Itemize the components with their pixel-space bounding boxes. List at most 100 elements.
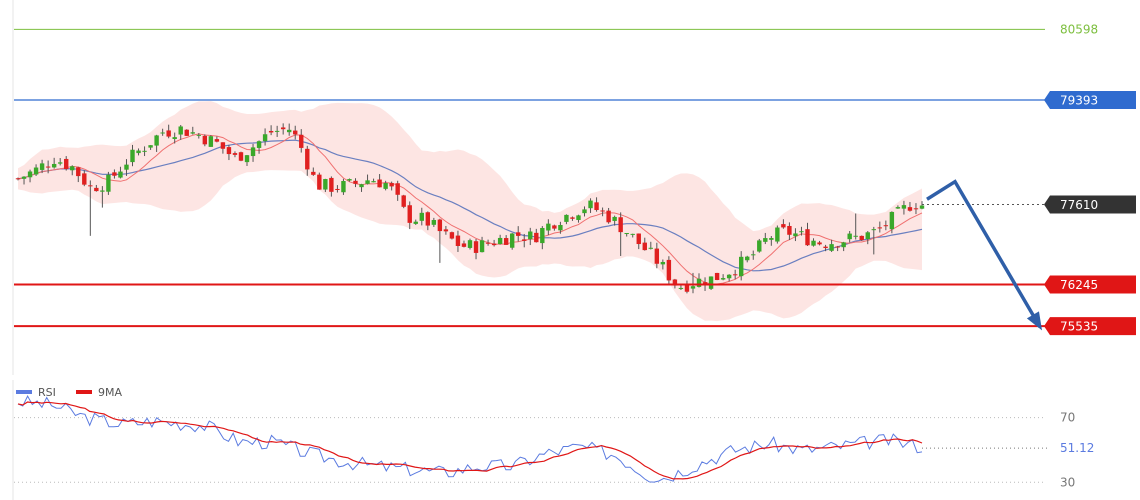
candle-body (624, 233, 629, 235)
candle (268, 125, 274, 136)
candle (383, 180, 388, 191)
candle-body (660, 261, 666, 265)
candle (919, 201, 925, 210)
candle-body (461, 243, 467, 247)
candle (118, 166, 123, 179)
candle (166, 124, 171, 139)
candle (124, 159, 129, 176)
candle-body (353, 180, 358, 184)
candle (214, 136, 220, 143)
candle (401, 194, 406, 209)
level-label: 80598 (1060, 22, 1098, 36)
candle (503, 235, 509, 245)
candle-body (208, 136, 214, 147)
candle-body (720, 278, 726, 280)
candle-body (467, 240, 473, 248)
candle (678, 284, 684, 290)
ma-slow-line (17, 139, 923, 272)
candle (244, 154, 250, 166)
candle-body (377, 179, 382, 188)
candle-body (21, 176, 27, 179)
candle-body (479, 240, 485, 253)
candle (293, 125, 298, 140)
candle (479, 236, 485, 253)
candle (413, 219, 418, 225)
level-resistance: 79393 (14, 91, 1136, 110)
candle (739, 251, 744, 281)
level-current: 77610 (922, 195, 1136, 214)
candle-body (256, 141, 262, 148)
candle-body (51, 163, 57, 168)
candle (485, 239, 491, 246)
candle-body (907, 207, 913, 211)
candle-body (401, 195, 406, 207)
candle (202, 134, 208, 147)
legend-label: 9MA (98, 386, 122, 399)
candle (45, 160, 51, 174)
candle (907, 201, 913, 212)
candle-body (425, 212, 431, 226)
candle-body (329, 177, 334, 192)
candle-body (160, 132, 165, 134)
candle (757, 238, 762, 253)
candle-body (437, 219, 443, 232)
candle (461, 240, 467, 248)
candle-body (522, 239, 527, 241)
candle (745, 255, 750, 263)
candle-body (582, 209, 587, 214)
rsi-line (17, 395, 923, 483)
candle-body (558, 225, 563, 231)
candle (775, 225, 780, 244)
candle-body (546, 223, 551, 231)
candle (751, 250, 756, 260)
candle-body (739, 256, 744, 277)
projection-arrowhead (1026, 311, 1043, 331)
candle (871, 226, 876, 255)
candle-body (745, 256, 750, 261)
candle (274, 125, 280, 137)
candle-body (751, 254, 756, 256)
candle (624, 233, 629, 237)
candle-body (449, 232, 455, 239)
candle-body (359, 184, 364, 188)
candle (389, 181, 394, 191)
candle-body (274, 130, 280, 132)
candle-body (919, 205, 925, 209)
candle (793, 228, 798, 242)
candle (829, 239, 834, 252)
ma-fast-line (17, 133, 923, 285)
candle (437, 218, 443, 263)
candle-body (299, 134, 304, 148)
level-label: 77610 (1060, 198, 1098, 212)
candle (172, 132, 177, 144)
candle (684, 280, 690, 294)
candle (335, 185, 340, 193)
candle (329, 176, 334, 197)
candle-body (871, 229, 876, 231)
candle-body (600, 210, 605, 212)
candle-body (443, 229, 449, 232)
candle-body (835, 246, 840, 248)
candle-body (708, 276, 714, 289)
rsi-ma-line (17, 401, 923, 480)
candle (865, 231, 870, 245)
candle (648, 241, 653, 250)
candle (305, 145, 310, 176)
candle (732, 269, 738, 280)
candle (82, 170, 87, 187)
candle (787, 222, 792, 241)
candle (642, 237, 647, 251)
candle (853, 213, 858, 240)
candle-body (817, 242, 822, 245)
candle-body (769, 238, 774, 240)
candle-body (112, 172, 117, 176)
candle-body (666, 259, 672, 281)
candle (100, 186, 105, 208)
candle-body (491, 243, 497, 246)
candle-body (865, 232, 870, 240)
candle (582, 206, 587, 217)
candle-body (347, 179, 352, 181)
candle (636, 233, 641, 250)
candle-body (244, 155, 250, 163)
